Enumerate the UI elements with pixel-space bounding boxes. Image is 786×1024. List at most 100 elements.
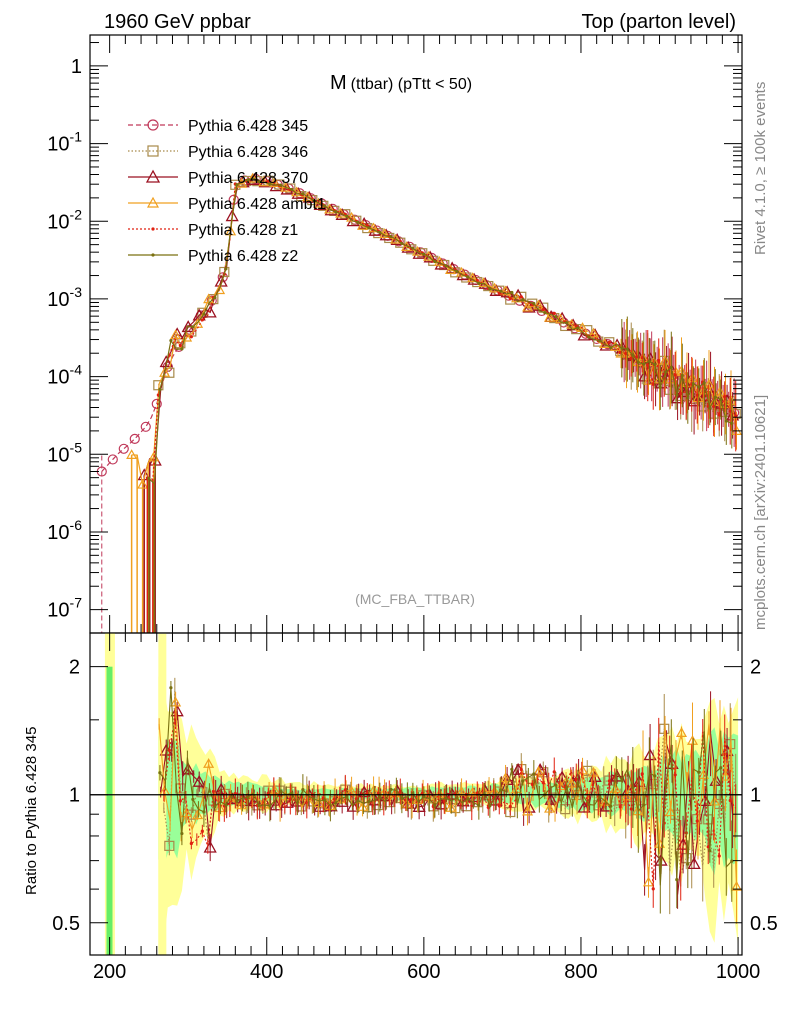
data-point — [214, 782, 228, 795]
data-point — [541, 307, 545, 312]
data-point — [301, 192, 305, 196]
data-point — [522, 800, 536, 813]
data-point — [389, 234, 393, 239]
data-point — [444, 264, 448, 268]
plot-title: M (ttbar) (pTtt < 50) — [330, 72, 472, 94]
data-point — [324, 203, 336, 214]
data-point — [686, 862, 690, 866]
data-point — [541, 781, 545, 785]
data-point — [620, 346, 624, 350]
data-point — [411, 246, 415, 250]
data-point — [167, 748, 171, 752]
data-point — [554, 783, 558, 787]
data-point — [576, 326, 580, 330]
data-point — [266, 791, 270, 795]
ratio-tick-label-right: 0.5 — [750, 913, 778, 935]
data-point — [576, 781, 580, 785]
data-point — [642, 803, 646, 807]
data-point — [412, 799, 426, 812]
data-point — [159, 366, 171, 377]
data-point — [343, 788, 347, 792]
data-point — [181, 807, 193, 818]
data-point — [170, 329, 182, 340]
data-point — [686, 396, 690, 400]
data-point — [147, 119, 159, 131]
data-point — [629, 356, 633, 360]
data-point — [636, 360, 640, 364]
data-point — [434, 255, 446, 266]
data-point — [203, 758, 215, 768]
data-point — [664, 373, 677, 384]
y-tick-label: 10-7 — [47, 595, 82, 622]
data-point — [214, 802, 226, 813]
data-point — [368, 793, 382, 806]
data-point — [151, 253, 155, 257]
data-point — [631, 785, 635, 790]
ratio-tick-label-right: 2 — [750, 657, 761, 679]
data-point — [197, 787, 208, 798]
x-tick-label: 800 — [564, 961, 597, 983]
data-point — [312, 797, 316, 801]
data-point — [191, 797, 195, 801]
data-point — [521, 779, 525, 783]
data-point — [378, 230, 382, 235]
data-point — [389, 787, 393, 792]
data-point — [477, 803, 481, 807]
data-point — [723, 394, 727, 399]
tick-base: 10 — [47, 367, 69, 389]
legend-label: Pythia 6.428 z1 — [188, 222, 298, 239]
tick-exponent: -2 — [70, 206, 83, 222]
data-point — [170, 696, 182, 707]
data-point — [217, 272, 228, 283]
data-point — [565, 321, 569, 325]
data-point — [169, 686, 173, 690]
data-point — [587, 802, 591, 807]
data-point — [497, 804, 501, 808]
y-tick-label: 10-5 — [47, 439, 82, 466]
data-point — [191, 325, 195, 329]
data-point — [378, 795, 382, 799]
data-point — [477, 281, 481, 285]
data-point — [697, 770, 701, 774]
data-point — [499, 289, 503, 293]
data-point — [532, 301, 536, 306]
analysis-watermark: (MC_FBA_TTBAR) — [355, 591, 475, 607]
data-point — [730, 859, 734, 863]
data-point — [224, 267, 228, 271]
data-point — [730, 425, 743, 435]
data-point — [467, 786, 479, 797]
data-point — [269, 177, 281, 187]
data-point — [456, 266, 468, 277]
ratio-axis-label: Ratio to Pythia 6.428 345 — [23, 727, 40, 895]
data-point — [401, 797, 413, 808]
data-point — [445, 802, 457, 812]
data-point — [510, 290, 514, 295]
data-point — [702, 381, 706, 385]
data-point — [653, 774, 657, 778]
data-point — [533, 765, 545, 776]
data-point — [266, 179, 270, 183]
data-point — [675, 727, 688, 737]
data-point — [280, 181, 292, 192]
y-tick-label: 10-4 — [47, 362, 82, 389]
data-point — [521, 298, 525, 302]
data-point — [631, 805, 644, 816]
data-point — [390, 233, 402, 244]
data-point — [129, 433, 140, 444]
data-point — [318, 200, 329, 211]
data-point — [574, 777, 578, 781]
data-point — [544, 311, 556, 322]
data-point — [624, 351, 628, 356]
data-point — [588, 327, 600, 338]
x-tick-label: 400 — [250, 961, 283, 983]
data-point — [659, 354, 671, 365]
plot-title-sub: (ttbar) (pTtt < 50) — [351, 76, 472, 93]
tick-exponent: -1 — [70, 129, 83, 145]
data-point — [651, 887, 655, 891]
data-point — [631, 353, 635, 357]
data-point — [500, 285, 512, 296]
data-point — [151, 227, 155, 231]
legend-label: Pythia 6.428 345 — [188, 118, 308, 135]
data-point — [522, 805, 534, 816]
plot-title-main: M — [330, 72, 347, 94]
